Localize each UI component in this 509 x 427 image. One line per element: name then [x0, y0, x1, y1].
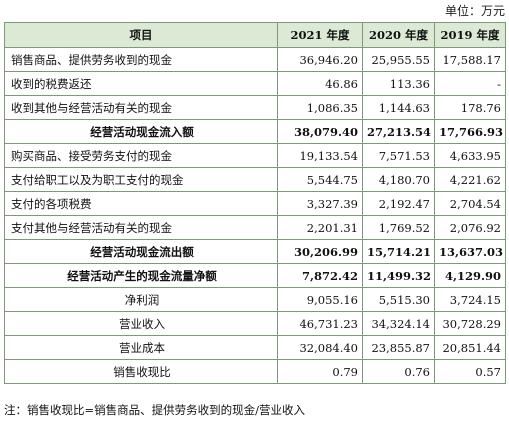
value-2020: 15,714.21: [362, 239, 435, 264]
row-label: 销售商品、提供劳务收到的现金: [4, 47, 278, 72]
table-row: 销售收现比 0.79 0.76 0.57: [4, 359, 506, 384]
table-row: 支付的各项税费 3,327.39 2,192.47 2,704.54: [4, 191, 506, 216]
value-2019: 178.76: [434, 95, 506, 120]
value-2020: 34,324.14: [362, 311, 435, 336]
value-2021: 46.86: [277, 71, 363, 96]
value-2019: 17,588.17: [434, 47, 506, 72]
header-item: 项目: [4, 22, 278, 48]
value-2019: 20,851.44: [434, 335, 506, 360]
table-row: 支付其他与经营活动有关的现金 2,201.31 1,769.52 2,076.9…: [4, 215, 506, 240]
row-label: 销售收现比: [4, 359, 278, 384]
table-row: 收到的税费返还 46.86 113.36 -: [4, 71, 506, 96]
value-2020: 7,571.53: [362, 143, 435, 168]
value-2019: 13,637.03: [434, 239, 506, 264]
table-row: 营业收入 46,731.23 34,324.14 30,728.29: [4, 311, 506, 336]
row-label: 净利润: [4, 287, 278, 312]
value-2021: 38,079.40: [277, 119, 363, 144]
value-2021: 36,946.20: [277, 47, 363, 72]
footnote: 注：销售收现比=销售商品、提供劳务收到的现金/营业收入: [4, 403, 306, 417]
value-2021: 7,872.42: [277, 263, 363, 288]
value-2020: 4,180.70: [362, 167, 435, 192]
row-label: 支付其他与经营活动有关的现金: [4, 215, 278, 240]
value-2019: 17,766.93: [434, 119, 506, 144]
value-2020: 2,192.47: [362, 191, 435, 216]
table-row: 销售商品、提供劳务收到的现金 36,946.20 25,955.55 17,58…: [4, 47, 506, 72]
value-2019: 4,129.90: [434, 263, 506, 288]
value-2019: 4,633.95: [434, 143, 506, 168]
row-label: 收到的税费返还: [4, 71, 278, 96]
value-2019: 2,704.54: [434, 191, 506, 216]
value-2019: 3,724.15: [434, 287, 506, 312]
row-label: 营业收入: [4, 311, 278, 336]
row-label: 经营活动产生的现金流量净额: [4, 263, 278, 288]
row-label: 支付的各项税费: [4, 191, 278, 216]
value-2020: 27,213.54: [362, 119, 435, 144]
table-row: 购买商品、接受劳务支付的现金 19,133.54 7,571.53 4,633.…: [4, 143, 506, 168]
value-2020: 25,955.55: [362, 47, 435, 72]
table-header-row: 项目 2021 年度 2020 年度 2019 年度: [4, 22, 506, 48]
value-2021: 2,201.31: [277, 215, 363, 240]
unit-label: 单位：万元: [444, 4, 505, 18]
cash-flow-table: 项目 2021 年度 2020 年度 2019 年度 销售商品、提供劳务收到的现…: [4, 22, 506, 384]
value-2021: 1,086.35: [277, 95, 363, 120]
value-2021: 32,084.40: [277, 335, 363, 360]
table-row: 净利润 9,055.16 5,515.30 3,724.15: [4, 287, 506, 312]
value-2021: 19,133.54: [277, 143, 363, 168]
value-2020: 0.76: [362, 359, 435, 384]
table-row-subtotal: 经营活动现金流入额 38,079.40 27,213.54 17,766.93: [4, 119, 506, 144]
row-label: 经营活动现金流出额: [4, 239, 278, 264]
value-2021: 9,055.16: [277, 287, 363, 312]
value-2019: 30,728.29: [434, 311, 506, 336]
value-2020: 11,499.32: [362, 263, 435, 288]
row-label: 收到其他与经营活动有关的现金: [4, 95, 278, 120]
value-2020: 1,144.63: [362, 95, 435, 120]
value-2020: 113.36: [362, 71, 435, 96]
row-label: 支付给职工以及为职工支付的现金: [4, 167, 278, 192]
table-row-total: 经营活动产生的现金流量净额 7,872.42 11,499.32 4,129.9…: [4, 263, 506, 288]
table-row: 支付给职工以及为职工支付的现金 5,544.75 4,180.70 4,221.…: [4, 167, 506, 192]
row-label: 购买商品、接受劳务支付的现金: [4, 143, 278, 168]
row-label: 经营活动现金流入额: [4, 119, 278, 144]
header-2019: 2019 年度: [434, 22, 506, 48]
value-2019: 0.57: [434, 359, 506, 384]
value-2021: 46,731.23: [277, 311, 363, 336]
header-2020: 2020 年度: [362, 22, 435, 48]
table-row-subtotal: 经营活动现金流出额 30,206.99 15,714.21 13,637.03: [4, 239, 506, 264]
value-2021: 0.79: [277, 359, 363, 384]
value-2021: 30,206.99: [277, 239, 363, 264]
value-2020: 5,515.30: [362, 287, 435, 312]
table-row: 营业成本 32,084.40 23,855.87 20,851.44: [4, 335, 506, 360]
value-2021: 5,544.75: [277, 167, 363, 192]
value-2021: 3,327.39: [277, 191, 363, 216]
value-2019: 4,221.62: [434, 167, 506, 192]
value-2019: 2,076.92: [434, 215, 506, 240]
value-2020: 23,855.87: [362, 335, 435, 360]
row-label: 营业成本: [4, 335, 278, 360]
header-2021: 2021 年度: [277, 22, 363, 48]
table-row: 收到其他与经营活动有关的现金 1,086.35 1,144.63 178.76: [4, 95, 506, 120]
value-2019: -: [434, 71, 506, 96]
value-2020: 1,769.52: [362, 215, 435, 240]
